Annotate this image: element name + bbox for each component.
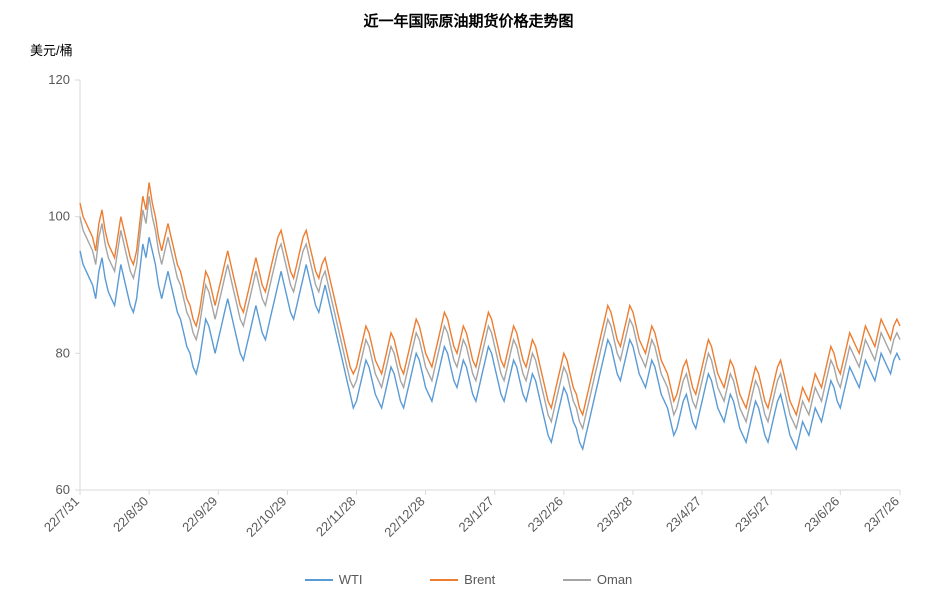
- chart-plot-area: 60 80 100 120 22/7/31 22/8/30 22/9/29 22/10/29 2…: [0, 0, 937, 601]
- chart-legend: WTI Brent Oman: [0, 569, 937, 588]
- y-axis-label: 美元/桶: [30, 40, 73, 59]
- svg-text:120: 120: [48, 72, 70, 87]
- svg-text:23/6/26: 23/6/26: [801, 494, 842, 535]
- legend-item-oman: Oman: [563, 572, 632, 587]
- svg-text:22/10/29: 22/10/29: [243, 494, 289, 540]
- svg-text:22/11/28: 22/11/28: [313, 494, 359, 540]
- svg-text:23/5/27: 23/5/27: [732, 494, 773, 535]
- svg-text:23/2/26: 23/2/26: [525, 494, 566, 535]
- chart-title: 近一年国际原油期货价格走势图: [0, 10, 937, 31]
- legend-swatch-icon: [430, 579, 458, 581]
- legend-label: Oman: [597, 572, 632, 587]
- legend-item-brent: Brent: [430, 572, 495, 587]
- svg-text:22/9/29: 22/9/29: [179, 494, 220, 535]
- svg-text:60: 60: [56, 482, 70, 497]
- svg-text:23/3/28: 23/3/28: [594, 494, 635, 535]
- svg-text:23/4/27: 23/4/27: [663, 494, 704, 535]
- legend-item-wti: WTI: [305, 572, 363, 587]
- svg-text:80: 80: [56, 345, 70, 360]
- legend-label: Brent: [464, 572, 495, 587]
- svg-text:23/7/26: 23/7/26: [861, 494, 902, 535]
- legend-swatch-icon: [305, 579, 333, 581]
- svg-text:23/1/27: 23/1/27: [456, 494, 497, 535]
- oil-price-chart: 近一年国际原油期货价格走势图 美元/桶 60 80 100 120 22/7/31 22/…: [0, 0, 937, 601]
- svg-text:22/7/31: 22/7/31: [41, 494, 82, 535]
- svg-text:100: 100: [48, 209, 70, 224]
- svg-text:22/12/28: 22/12/28: [381, 494, 427, 540]
- svg-text:22/8/30: 22/8/30: [110, 494, 151, 535]
- legend-label: WTI: [339, 572, 363, 587]
- legend-swatch-icon: [563, 579, 591, 581]
